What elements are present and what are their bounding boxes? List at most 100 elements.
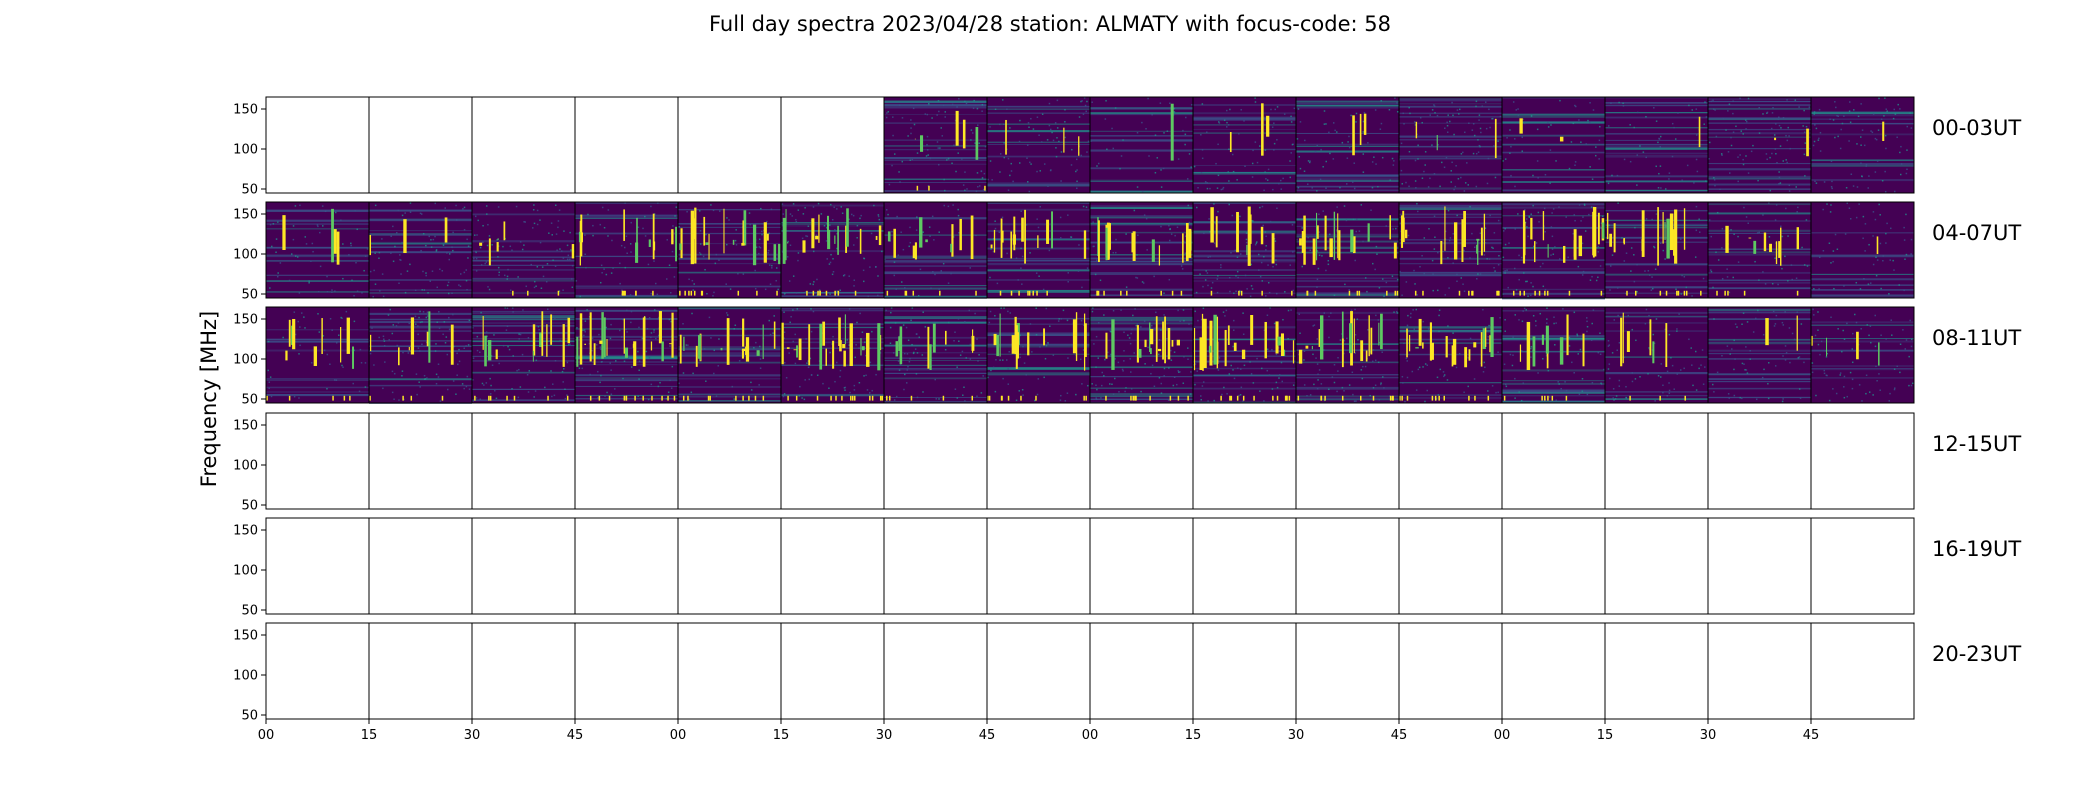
spectrum-noise — [537, 266, 539, 268]
spectrum-noise — [1169, 240, 1171, 242]
spectrum-burst — [1498, 291, 1500, 296]
spectrum-noise — [1894, 109, 1896, 111]
spectrum-noise — [1221, 189, 1223, 191]
spectrum-noise — [1892, 260, 1894, 262]
spectrum-streak — [369, 292, 472, 294]
spectrum-burst — [369, 396, 371, 401]
spectrum-streak — [781, 230, 884, 231]
spectrum-burst — [1614, 223, 1616, 252]
spectrum-noise — [1038, 227, 1040, 229]
spectrum-noise — [1372, 361, 1374, 363]
spectrum-noise — [1030, 118, 1032, 120]
spectrum-streak — [1811, 133, 1914, 135]
spectrum-streak — [472, 311, 575, 312]
spectrum-noise — [1407, 360, 1409, 362]
spectrum-burst — [705, 242, 708, 245]
spectrum-burst — [1402, 211, 1404, 242]
spectrum-burst — [742, 319, 744, 347]
spectrum-burst — [971, 216, 974, 260]
spectrum-noise — [1813, 113, 1815, 115]
spectrum-noise — [966, 103, 968, 105]
spectrum-noise — [1255, 101, 1257, 103]
spectrum-burst — [1178, 396, 1180, 401]
spectrum-noise — [765, 289, 767, 291]
spectrum-streak — [1811, 165, 1914, 167]
spectrum-noise — [388, 314, 390, 316]
spectrum-noise — [908, 246, 910, 248]
spectrum-noise — [601, 361, 603, 363]
spectrum-noise — [1325, 270, 1327, 272]
spectrum-burst — [1407, 396, 1409, 401]
spectrum-burst — [1481, 332, 1483, 366]
spectrum-noise — [1415, 187, 1417, 189]
spectrum-noise — [1160, 226, 1162, 228]
spectrum-noise — [1656, 120, 1658, 122]
panel-frame — [575, 97, 678, 193]
spectrum-noise — [1587, 120, 1589, 122]
spectrum-panel — [472, 202, 575, 298]
spectrum-noise — [497, 256, 499, 258]
spectrum-noise — [1697, 171, 1699, 173]
spectrum-noise — [464, 272, 466, 274]
spectrum-panel — [1811, 518, 1914, 614]
spectrum-noise — [1372, 263, 1374, 265]
spectrum-noise — [392, 392, 394, 394]
spectrum-noise — [1729, 104, 1731, 106]
spectrum-noise — [784, 332, 786, 334]
spectrum-burst — [558, 291, 560, 296]
spectrum-noise — [1514, 397, 1516, 399]
spectrum-noise — [1372, 187, 1374, 189]
spectrum-noise — [1130, 343, 1132, 345]
spectrum-noise — [1049, 325, 1051, 327]
spectrum-noise — [705, 381, 707, 383]
spectrum-burst — [659, 311, 662, 343]
spectrum-burst — [796, 345, 798, 357]
spectrum-noise — [1255, 141, 1257, 143]
spectrum-noise — [1553, 323, 1555, 325]
spectrum-burst — [1753, 241, 1756, 254]
spectrum-burst — [1527, 322, 1530, 370]
spectrum-noise — [917, 152, 919, 154]
spectrum-noise — [646, 351, 648, 353]
spectrum-noise — [1317, 388, 1319, 390]
spectrum-streak — [1502, 227, 1605, 229]
spectrum-noise — [674, 215, 676, 217]
spectrum-burst — [1109, 223, 1111, 250]
spectrum-noise — [1235, 291, 1237, 293]
spectrum-noise — [844, 389, 846, 391]
spectrum-noise — [1629, 124, 1631, 126]
spectrum-noise — [1057, 127, 1059, 129]
spectrum-noise — [1447, 114, 1449, 116]
spectrum-streak — [1605, 156, 1708, 157]
spectrum-noise — [1585, 230, 1587, 232]
spectrum-noise — [1633, 254, 1635, 256]
spectrum-noise — [436, 321, 438, 323]
panel-frame — [678, 413, 781, 509]
spectrum-noise — [1036, 218, 1038, 220]
spectrum-noise — [1530, 282, 1532, 284]
spectrum-panel — [1502, 307, 1605, 403]
spectrum-noise — [1776, 204, 1778, 206]
spectrum-noise — [1404, 401, 1406, 403]
spectrum-noise — [672, 366, 674, 368]
spectrum-noise — [479, 352, 481, 354]
spectrum-noise — [960, 354, 962, 356]
spectrum-noise — [1010, 312, 1012, 314]
spectrum-noise — [1890, 228, 1892, 230]
spectrum-noise — [1727, 110, 1729, 112]
spectrum-burst — [815, 236, 818, 240]
spectrum-noise — [1007, 368, 1009, 370]
spectrum-noise — [1027, 181, 1029, 183]
spectrum-noise — [1864, 145, 1866, 147]
spectrum-noise — [1292, 251, 1294, 253]
spectrum-burst — [1744, 291, 1746, 296]
spectrum-noise — [870, 362, 872, 364]
spectrum-noise — [1882, 260, 1884, 262]
spectrum-burst — [1289, 396, 1291, 401]
spectrum-noise — [1645, 116, 1647, 118]
spectrum-noise — [456, 374, 458, 376]
spectrum-noise — [1718, 259, 1720, 261]
spectrum-noise — [1850, 218, 1852, 220]
x-tick-label: 45 — [1391, 728, 1408, 743]
spectrum-noise — [1228, 171, 1230, 173]
